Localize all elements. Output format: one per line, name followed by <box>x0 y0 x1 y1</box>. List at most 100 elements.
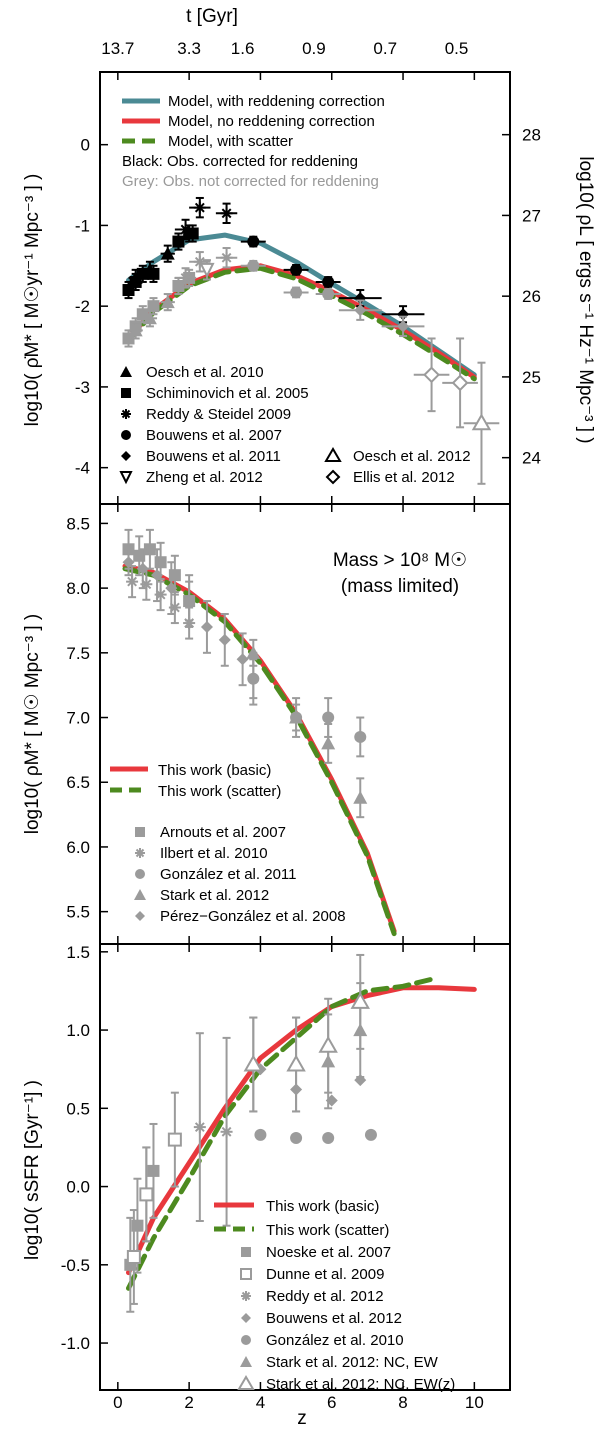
data-point <box>289 710 304 724</box>
data-point <box>172 235 185 248</box>
data-point <box>126 1249 141 1264</box>
data-point <box>172 279 185 292</box>
data-point <box>247 259 260 272</box>
data-point <box>136 562 149 575</box>
data-point <box>199 262 215 279</box>
data-point <box>243 1054 264 1072</box>
data-point <box>236 653 249 666</box>
data-point <box>147 1164 160 1177</box>
legend-marker <box>135 869 145 879</box>
bottom-legend-point: González et al. 2010 <box>266 1332 404 1349</box>
data-point <box>350 991 370 1009</box>
data-point <box>193 201 206 214</box>
data-point <box>241 1247 251 1257</box>
y-tick-label: 6.5 <box>66 773 90 792</box>
middle-y-label: log10( ρM* [ M☉ Mpc⁻³ ] ) <box>22 614 43 835</box>
top-legend: Model, with reddening correction Model, … <box>122 93 385 190</box>
data-point <box>143 543 156 556</box>
data-point <box>247 235 260 248</box>
legend-label: This work (basic) <box>158 762 271 779</box>
y-tick-label: 1.5 <box>66 943 90 962</box>
legend-marker <box>241 1247 251 1257</box>
legend-label: This work (basic) <box>266 1198 379 1215</box>
x-tick-label: 2 <box>184 1393 193 1412</box>
data-point <box>179 223 192 236</box>
data-layer <box>122 196 500 1313</box>
top-tick-label: 1.6 <box>231 39 255 58</box>
data-point <box>290 286 303 299</box>
middle-legend-point: Arnouts et al. 2007 <box>160 824 286 841</box>
legend-label: This work (scatter) <box>158 783 281 800</box>
top-tick-label: 13.7 <box>101 39 134 58</box>
top-tick-label: 3.3 <box>177 39 201 58</box>
data-point <box>241 1313 251 1323</box>
data-point <box>135 827 145 837</box>
data-point <box>186 227 199 240</box>
bottom-legend-point: Stark et al. 2012: NC, EW(z) <box>266 1376 455 1393</box>
top-right-y-label: log10( ρL [ ergs s⁻¹ Hz⁻¹ Mpc⁻³ ] ) <box>575 156 596 443</box>
data-point <box>324 447 342 462</box>
top-tick-label: 0.9 <box>302 39 326 58</box>
data-point <box>220 207 233 220</box>
top-legend-point: Ellis et al. 2012 <box>353 469 455 486</box>
data-point <box>218 633 231 646</box>
legend-marker <box>241 1291 251 1301</box>
data-point <box>397 320 410 333</box>
note-black: Black: Obs. corrected for reddening <box>122 153 358 170</box>
y-tick-label: 0.0 <box>66 1178 90 1197</box>
data-point <box>241 1335 251 1345</box>
legend-marker <box>134 889 146 900</box>
top-tick-label: 0.7 <box>373 39 397 58</box>
data-point <box>128 270 143 284</box>
data-point <box>290 263 303 276</box>
mass-annotation: Mass > 10⁸ M☉ <box>333 550 467 571</box>
panel-bottom-frame <box>99 943 511 1391</box>
legend-marker <box>121 409 131 419</box>
legend-marker <box>135 848 145 858</box>
data-point <box>160 295 175 309</box>
right-tick-label: 28 <box>522 126 541 145</box>
data-point <box>147 300 160 313</box>
top-legend-point: Zheng et al. 2012 <box>146 469 263 486</box>
data-point <box>121 409 131 419</box>
bottom-legend-point: Reddy et al. 2012 <box>266 1288 384 1305</box>
top-tick-label: 0.5 <box>445 39 469 58</box>
y-tick-label: 6.0 <box>66 838 90 857</box>
y-tick-label: -2 <box>75 297 90 316</box>
top-legend-point: Reddy & Steidel 2009 <box>146 406 291 423</box>
data-point <box>240 1268 252 1280</box>
data-point <box>120 366 132 377</box>
top-legend-point: Bouwens et al. 2007 <box>146 427 282 444</box>
data-point <box>237 1375 255 1390</box>
legend-marker <box>135 911 145 921</box>
top-legend-point: Oesch et al. 2010 <box>146 364 264 381</box>
top-axis-label: t [Gyr] <box>186 6 238 27</box>
legend-model-reddening: Model, with reddening correction <box>168 93 385 110</box>
right-tick-label: 25 <box>522 368 541 387</box>
data-point <box>121 451 131 461</box>
data-point <box>246 645 261 659</box>
y-tick-label: -4 <box>75 459 90 478</box>
y-tick-label: -1.0 <box>61 1334 90 1353</box>
legend-marker <box>135 827 145 837</box>
legend-marker <box>119 471 133 485</box>
data-point <box>286 1054 306 1072</box>
data-point <box>471 413 492 431</box>
middle-legend-point: Pérez−González et al. 2008 <box>160 908 346 925</box>
legend-marker <box>240 1356 252 1367</box>
legend-marker <box>121 430 131 440</box>
right-tick-label: 27 <box>522 206 541 225</box>
middle-legend: This work (basic) This work (scatter) Arno… <box>110 762 346 925</box>
data-point <box>183 595 196 608</box>
data-point <box>322 275 335 288</box>
data-point <box>322 288 335 301</box>
data-point <box>160 246 175 260</box>
y-tick-label: 0.5 <box>66 1099 90 1118</box>
y-tick-label: -3 <box>75 378 90 397</box>
data-point <box>135 911 145 921</box>
x-tick-label: 0 <box>113 1393 122 1412</box>
data-point <box>119 471 133 485</box>
legend-marker <box>121 451 131 461</box>
legend-marker <box>120 366 132 377</box>
